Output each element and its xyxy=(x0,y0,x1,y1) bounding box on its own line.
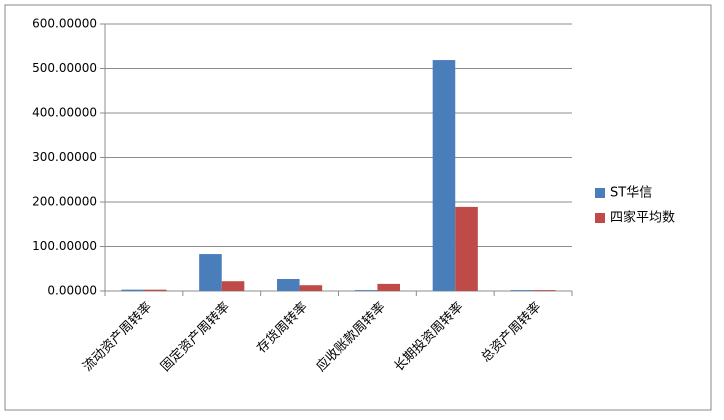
bar xyxy=(533,290,556,291)
bar xyxy=(510,290,534,291)
legend-swatch xyxy=(595,213,605,223)
legend-label: ST华信 xyxy=(610,186,652,201)
y-tick-label: 200.00000 xyxy=(32,195,97,209)
bar xyxy=(143,289,167,291)
y-tick-label: 0.00000 xyxy=(47,284,97,298)
bar xyxy=(354,290,378,291)
legend-label: 四家平均数 xyxy=(610,210,675,226)
bar xyxy=(121,289,144,291)
chart-frame xyxy=(4,4,712,411)
y-tick-label: 300.00000 xyxy=(32,150,97,164)
bar xyxy=(221,281,245,291)
y-tick-label: 600.00000 xyxy=(32,17,97,31)
bar xyxy=(377,283,400,291)
bar xyxy=(432,60,456,291)
bar xyxy=(277,278,300,291)
bar xyxy=(455,206,478,291)
bar xyxy=(299,285,323,291)
y-tick-label: 400.00000 xyxy=(32,106,97,120)
legend-swatch xyxy=(595,188,605,198)
bar xyxy=(199,254,222,291)
y-tick-label: 100.00000 xyxy=(32,239,97,253)
y-tick-label: 500.00000 xyxy=(32,61,97,75)
